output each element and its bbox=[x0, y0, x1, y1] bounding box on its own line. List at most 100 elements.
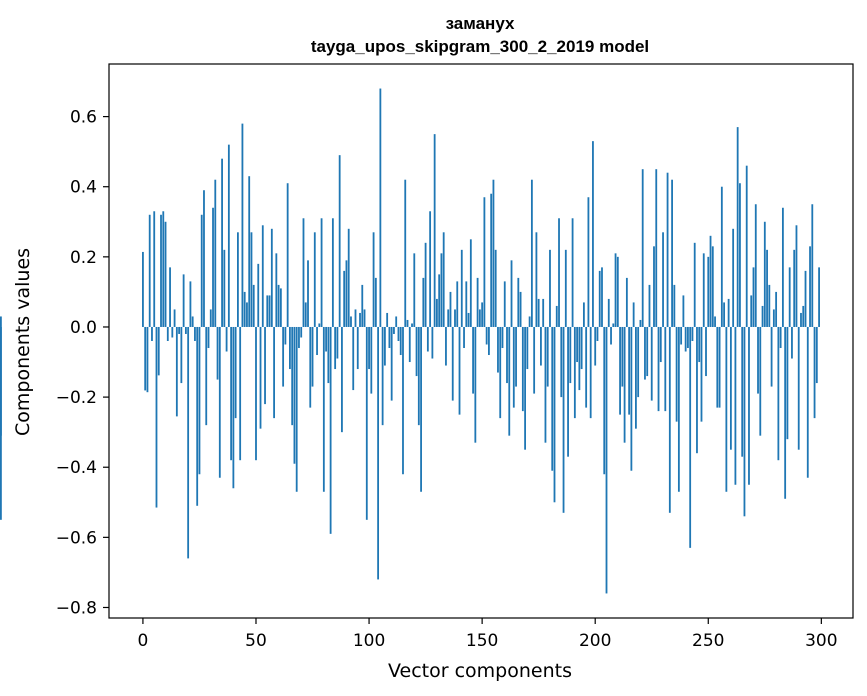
bar-185 bbox=[560, 326, 563, 398]
y-tick-label: −0.4 bbox=[56, 458, 97, 478]
bar-84 bbox=[331, 218, 334, 327]
bar-291 bbox=[800, 312, 802, 327]
bar-11 bbox=[166, 326, 169, 341]
bar-225 bbox=[650, 326, 653, 401]
bar-278 bbox=[770, 326, 773, 387]
bar-122 bbox=[417, 326, 420, 426]
bar-44 bbox=[241, 123, 244, 327]
bar-26 bbox=[200, 214, 203, 327]
bar-237 bbox=[677, 326, 680, 492]
bar-51 bbox=[257, 263, 260, 327]
bar-181 bbox=[551, 326, 554, 471]
bar-198 bbox=[589, 326, 592, 419]
y-tick-label: −0.6 bbox=[56, 528, 97, 548]
bar-217 bbox=[632, 302, 635, 327]
bar-232 bbox=[666, 172, 669, 327]
bar-31 bbox=[212, 207, 214, 327]
bar-188 bbox=[567, 326, 569, 457]
y-tick-label: 0.6 bbox=[70, 108, 97, 128]
bar-37 bbox=[225, 326, 228, 352]
bar-255 bbox=[718, 326, 721, 408]
bar-147 bbox=[474, 326, 477, 443]
bar-138 bbox=[454, 309, 456, 327]
bar-13 bbox=[171, 326, 174, 338]
bar-41 bbox=[234, 326, 237, 419]
bar-56 bbox=[268, 295, 271, 327]
bar-104 bbox=[377, 326, 380, 580]
bar-150 bbox=[481, 302, 484, 327]
bar-123 bbox=[420, 326, 422, 492]
bar-143 bbox=[465, 281, 468, 327]
x-tick-label: 0 bbox=[138, 631, 149, 651]
bar-29 bbox=[207, 326, 210, 349]
bar-45 bbox=[243, 291, 246, 327]
bar-257 bbox=[723, 302, 726, 327]
bar-4 bbox=[151, 326, 153, 341]
bar-173 bbox=[533, 326, 536, 394]
bar-76 bbox=[313, 232, 316, 327]
bar-27 bbox=[203, 190, 205, 327]
bar-207 bbox=[610, 326, 612, 345]
bar-172 bbox=[530, 179, 533, 327]
bar-258 bbox=[725, 326, 728, 492]
bar-280 bbox=[775, 291, 778, 327]
bar-72 bbox=[304, 302, 307, 327]
bar-undefined bbox=[0, 316, 2, 327]
bar-73 bbox=[307, 260, 309, 327]
bar-241 bbox=[687, 326, 689, 349]
bar-54 bbox=[264, 326, 266, 405]
bar-42 bbox=[237, 232, 239, 327]
bar-214 bbox=[625, 277, 628, 327]
bar-288 bbox=[793, 249, 796, 327]
bar-190 bbox=[571, 218, 574, 327]
bar-299 bbox=[818, 267, 820, 327]
bar-238 bbox=[680, 326, 683, 345]
x-axis-label: Vector components bbox=[388, 660, 572, 682]
bar-169 bbox=[524, 326, 526, 450]
bar-160 bbox=[503, 281, 506, 327]
bar-176 bbox=[540, 326, 542, 366]
bar-10 bbox=[164, 221, 167, 327]
bar-200 bbox=[594, 326, 597, 366]
bar-131 bbox=[438, 274, 441, 327]
bar-183 bbox=[555, 305, 558, 327]
bar-210 bbox=[616, 256, 619, 327]
bar-161 bbox=[506, 326, 508, 384]
y-axis-ticks: −0.8 −0.6 −0.4 −0.2 0.0 0.2 0.4 0.6 bbox=[56, 108, 109, 618]
bar-0 bbox=[142, 251, 144, 327]
bar-228 bbox=[657, 326, 660, 412]
bar-22 bbox=[191, 316, 194, 327]
bar-166 bbox=[517, 277, 520, 327]
bar-259 bbox=[727, 298, 730, 327]
bar-233 bbox=[668, 326, 671, 513]
bar-12 bbox=[169, 267, 171, 327]
bar-88 bbox=[341, 326, 343, 433]
bar-231 bbox=[664, 326, 667, 412]
bar-111 bbox=[393, 326, 395, 334]
bar-127 bbox=[429, 211, 432, 327]
bar-43 bbox=[239, 326, 242, 461]
bar-158 bbox=[499, 326, 502, 419]
bar-294 bbox=[806, 326, 809, 478]
bar-178 bbox=[544, 326, 547, 443]
bar-265 bbox=[741, 326, 744, 457]
bar-97 bbox=[361, 284, 364, 327]
bar-132 bbox=[440, 253, 443, 327]
bar-145 bbox=[469, 239, 472, 327]
bar-107 bbox=[383, 326, 386, 366]
bar-50 bbox=[255, 326, 257, 461]
bar-118 bbox=[408, 326, 411, 363]
bar-81 bbox=[325, 326, 327, 352]
bar-33 bbox=[216, 326, 219, 380]
bar-98 bbox=[363, 309, 366, 327]
bar-36 bbox=[223, 249, 226, 327]
bar-119 bbox=[411, 323, 413, 327]
bar-174 bbox=[535, 232, 538, 327]
bar-62 bbox=[282, 326, 285, 387]
bar-273 bbox=[759, 326, 762, 436]
bar-106 bbox=[381, 326, 384, 426]
bar-268 bbox=[748, 326, 750, 485]
bar-295 bbox=[809, 246, 811, 327]
bar-251 bbox=[709, 235, 712, 327]
bar-292 bbox=[802, 305, 805, 327]
